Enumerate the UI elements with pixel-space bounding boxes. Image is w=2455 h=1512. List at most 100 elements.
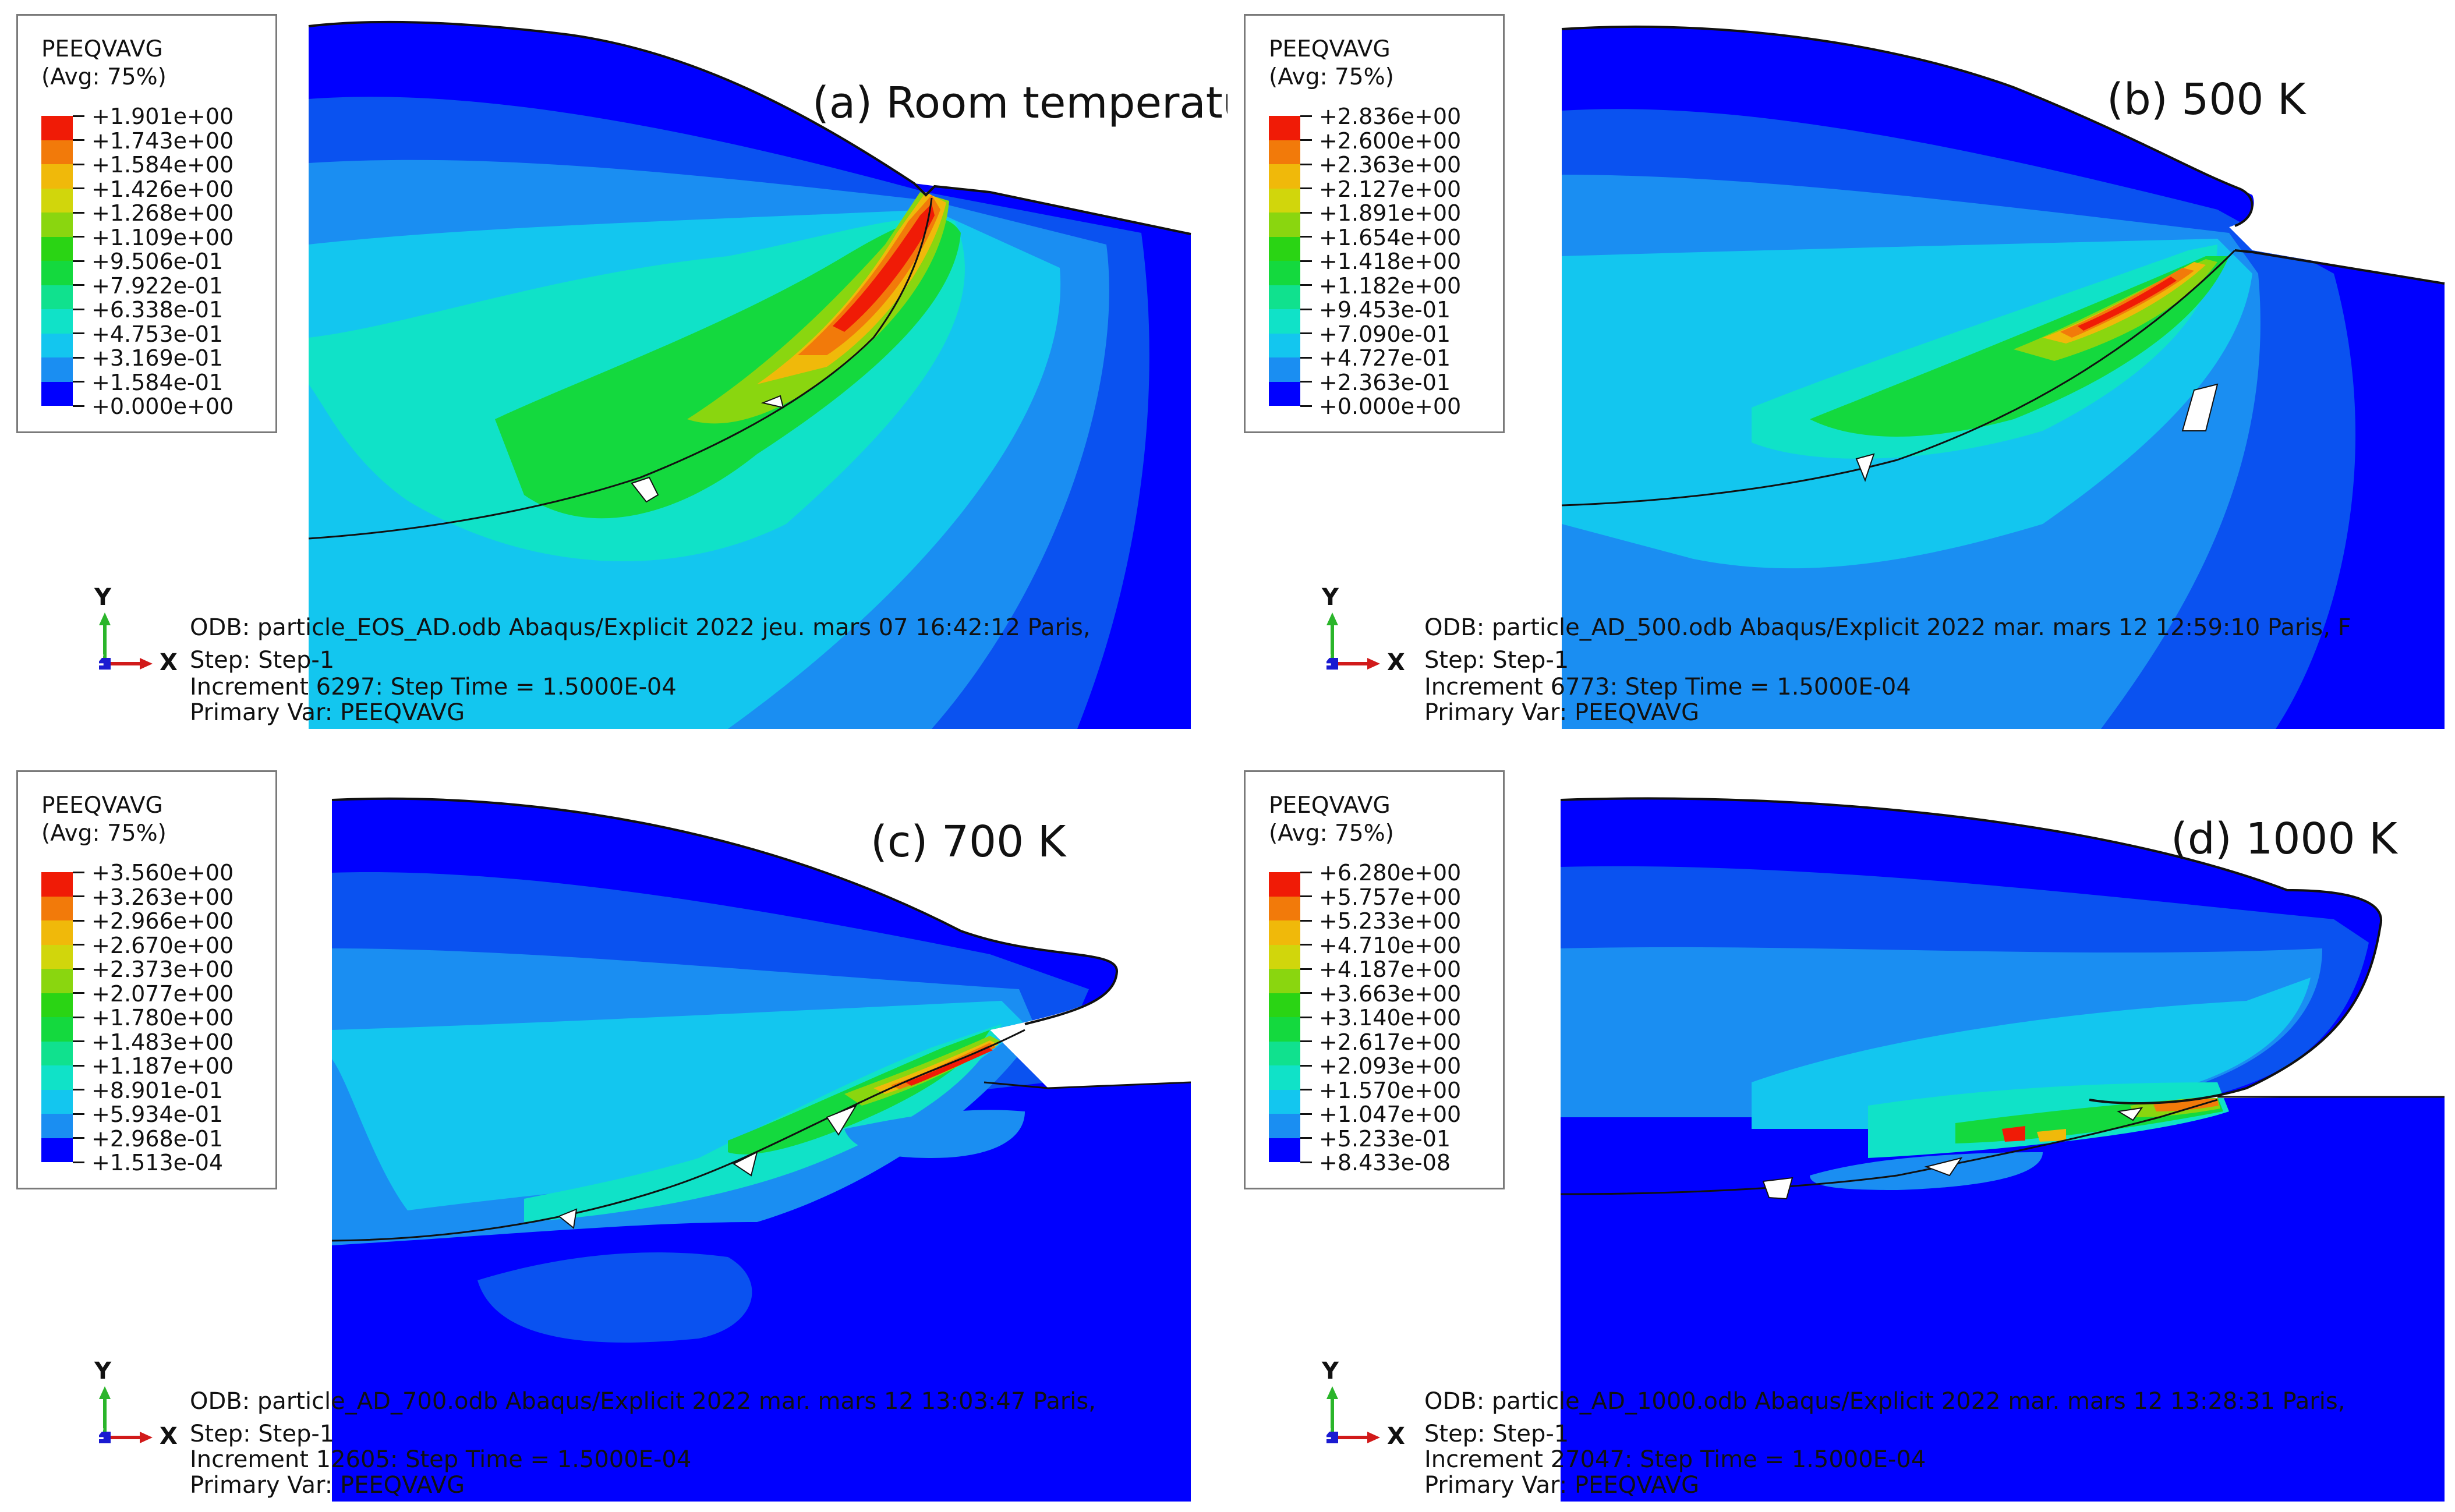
legend-tick [1300,332,1312,334]
panel-label: (d) 1000 K [2171,814,2397,864]
legend-level: +8.433e-08 [1319,1150,1451,1175]
legend-level: +1.891e+00 [1319,200,1462,226]
legend-level: +2.093e+00 [1319,1053,1462,1079]
legend-tick [1300,236,1312,238]
legend-tick [73,164,84,165]
axis-triad-icon [99,1386,153,1443]
axis-y-label: Y [94,584,111,611]
legend-tick [73,1017,84,1018]
legend-level: +5.233e+00 [1319,908,1462,934]
legend-level: +6.280e+00 [1319,860,1462,886]
panel-label: (b) 500 K [2107,75,2306,125]
legend-swatch [1269,333,1300,357]
axis-triad-icon [1326,612,1380,670]
legend-tick [1300,1137,1312,1139]
legend-tick [73,284,84,286]
legend-tick [73,1113,84,1115]
legend-level: +0.000e+00 [91,394,234,419]
legend-level: +1.570e+00 [1319,1077,1462,1103]
legend-tick [73,872,84,873]
panel-c: PEEQVAVG (Avg: 75%) +3.560e+00 +3.263e+0… [0,756,1228,1512]
legend-level: +4.753e-01 [91,321,224,347]
legend-swatch [1269,357,1300,382]
legend-swatch [41,920,73,945]
legend-swatch [41,381,73,406]
legend-level: +8.901e-01 [91,1077,224,1103]
legend-swatch [41,188,73,213]
axis-x-label: X [160,1423,178,1450]
legend-swatch [41,872,73,897]
legend-tick [1300,992,1312,994]
legend-level: +3.140e+00 [1319,1005,1462,1031]
legend-title: PEEQVAVG [1269,36,1391,62]
step-info: Step: Step-1 [190,1421,335,1447]
primary-var-info: Primary Var: PEEQVAVG [1424,699,1700,726]
legend-level: +1.654e+00 [1319,224,1462,250]
legend-swatch [41,896,73,920]
legend-d: PEEQVAVG (Avg: 75%) +6.280e+00 +5.757e+0… [1244,770,1505,1189]
legend-swatch [1269,1089,1300,1114]
contour-plot-d [1560,797,2445,1502]
legend-level: +1.047e+00 [1319,1102,1462,1127]
legend-level: +6.338e-01 [91,297,224,323]
axis-z-label: Z [93,652,104,670]
legend-level: +2.966e+00 [91,908,234,934]
legend-tick [73,1040,84,1042]
legend-tick [1300,115,1312,117]
legend-level: +3.663e+00 [1319,980,1462,1007]
increment-info: Increment 12605: Step Time = 1.5000E-04 [190,1446,692,1473]
legend-tick [73,992,84,994]
legend-level: +1.780e+00 [91,1005,234,1031]
legend-level: +3.169e-01 [91,345,224,371]
legend-level: +2.077e+00 [91,980,234,1007]
legend-tick [73,260,84,262]
legend-swatch [41,285,73,309]
legend-level: +2.373e+00 [91,957,234,982]
legend-tick [1300,357,1312,359]
legend-tick [1300,1113,1312,1115]
axis-triad-icon [1326,1386,1380,1443]
legend-level: +1.426e+00 [91,176,234,202]
legend-level: +5.233e-01 [1319,1125,1451,1152]
legend-swatch [1269,993,1300,1017]
odb-info: ODB: particle_AD_1000.odb Abaqus/Explici… [1424,1388,2346,1415]
legend-level: +2.836e+00 [1319,104,1462,129]
legend-tick [1300,381,1312,383]
increment-info: Increment 6297: Step Time = 1.5000E-04 [190,674,677,700]
legend-b: PEEQVAVG (Avg: 75%) +2.836e+00 +2.600e+0… [1244,14,1505,433]
panel-b: PEEQVAVG (Avg: 75%) +2.836e+00 +2.600e+0… [1228,0,2455,756]
legend-swatch [41,357,73,382]
legend-level: +2.968e-01 [91,1125,224,1152]
legend-tick [73,968,84,970]
legend-tick [1300,1089,1312,1090]
axis-z-label: Z [1321,1426,1332,1443]
legend-tick [1300,1065,1312,1067]
legend-tick [73,357,84,359]
legend-title: PEEQVAVG [41,792,163,819]
legend-swatch [1269,1114,1300,1138]
legend-swatch [1269,116,1300,140]
legend-tick [73,139,84,141]
legend-avg: (Avg: 75%) [41,64,167,90]
legend-swatch [1269,1017,1300,1042]
legend-tick [1300,1017,1312,1018]
legend-swatch [41,1017,73,1042]
legend-swatch [1269,236,1300,261]
legend-swatch [1269,213,1300,237]
legend-tick [73,920,84,922]
legend-swatch [41,1089,73,1114]
contour-plot-b [1561,25,2445,729]
legend-tick [73,309,84,310]
legend-swatch [41,164,73,189]
legend-level: +1.418e+00 [1319,249,1462,274]
legend-swatch [1269,164,1300,189]
legend-tick [73,212,84,214]
legend-swatch [1269,309,1300,334]
contour-plot-a [308,20,1191,729]
legend-swatch [1269,381,1300,406]
legend-level: +7.922e-01 [91,272,224,299]
legend-tick [1300,944,1312,946]
legend-level: +1.743e+00 [91,128,234,154]
legend-level: +2.617e+00 [1319,1029,1462,1055]
legend-tick [1300,187,1312,189]
